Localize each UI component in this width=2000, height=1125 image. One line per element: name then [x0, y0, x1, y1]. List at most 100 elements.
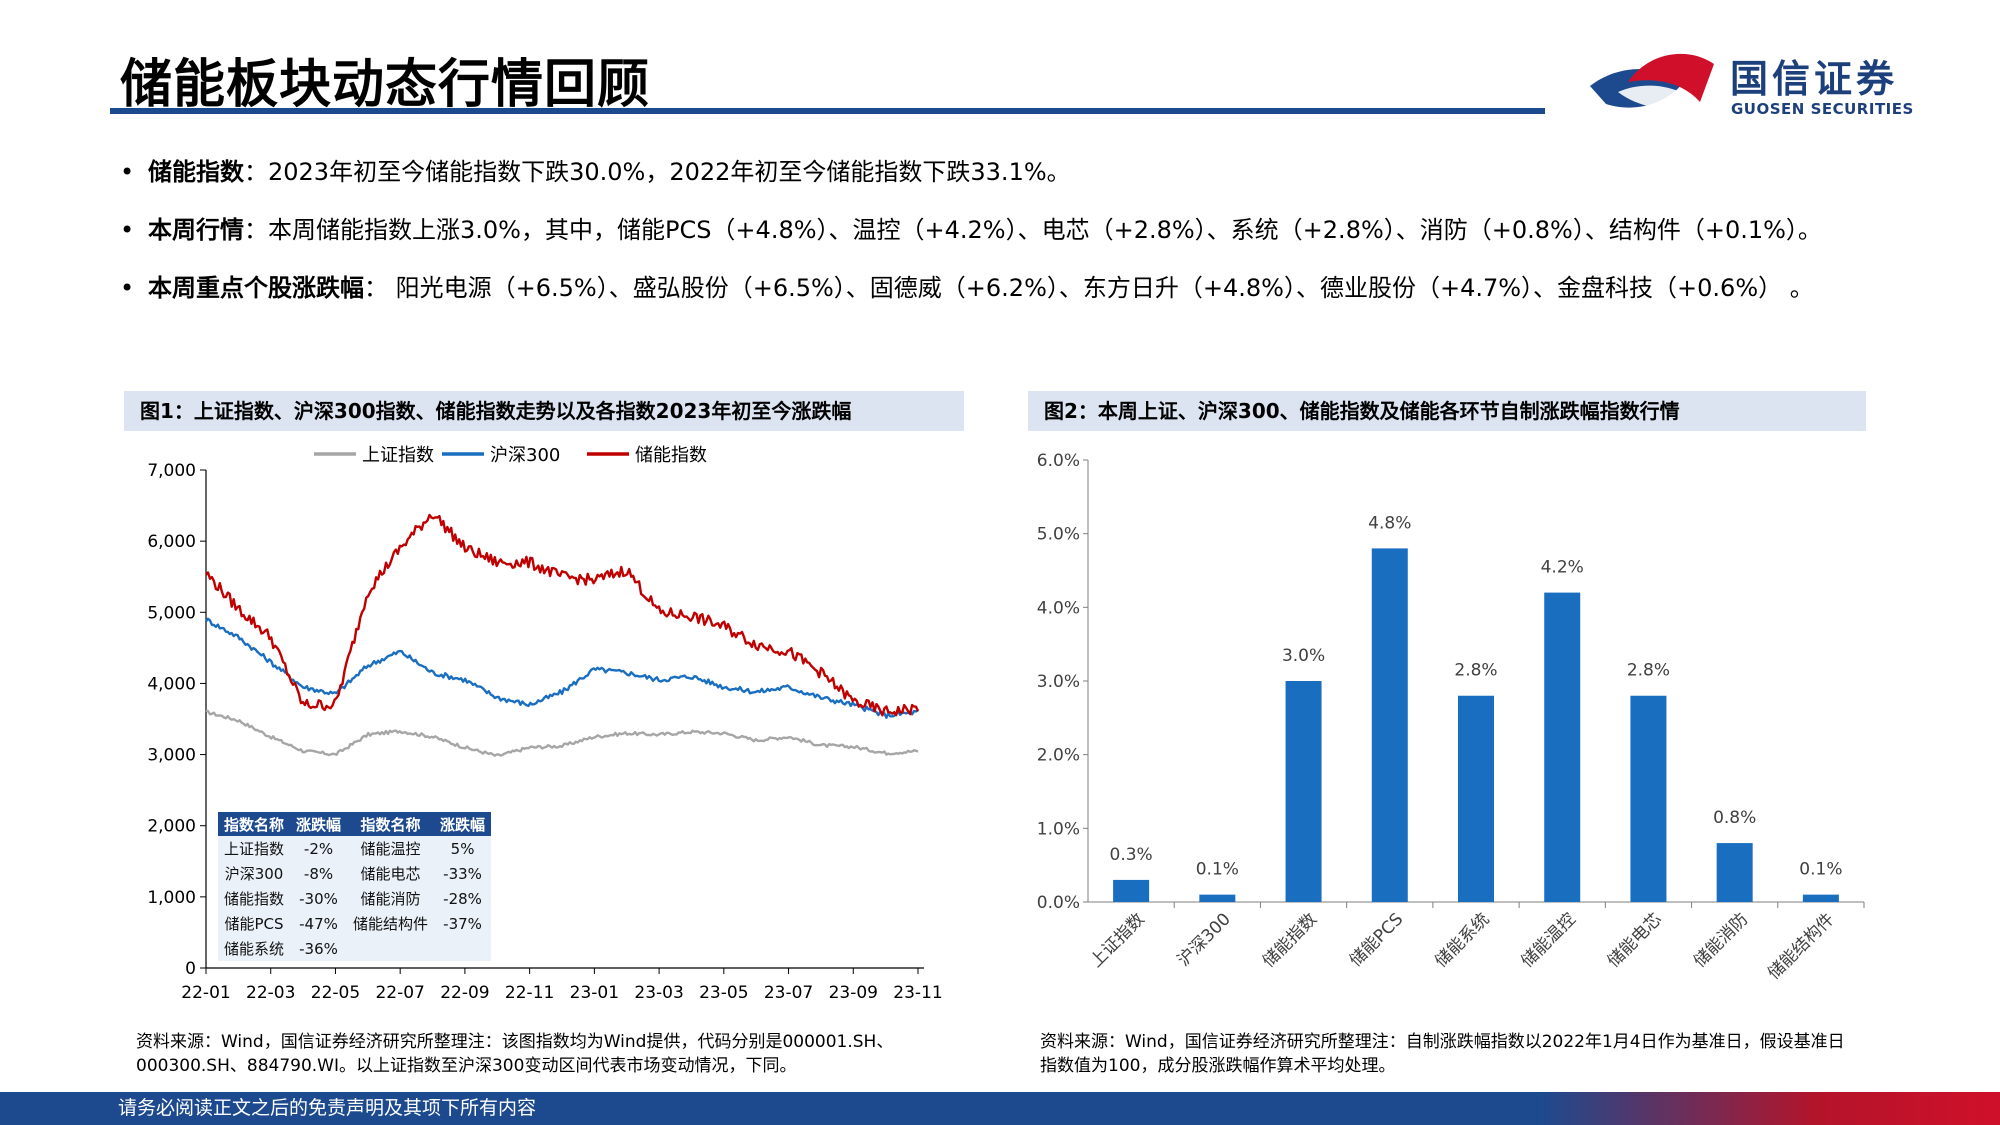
legend-label: 上证指数 [362, 445, 434, 466]
bar [1716, 843, 1753, 902]
x-tick-label: 22-09 [440, 983, 489, 1003]
bar [1199, 894, 1236, 902]
bullet-lead: 本周重点个股涨跌幅 [148, 274, 364, 302]
x-tick-label: 储能电芯 [1604, 909, 1666, 971]
bar [1544, 592, 1581, 902]
data-label: 0.1% [1196, 860, 1239, 880]
table-cell: 上证指数 [224, 840, 285, 858]
x-tick-label: 23-09 [829, 983, 878, 1003]
x-tick-label: 储能PCS [1346, 909, 1407, 970]
table-cell [347, 936, 434, 961]
data-label: 0.1% [1799, 860, 1842, 880]
y-tick-label: 0 [185, 959, 196, 979]
table-cell: -2% [303, 839, 334, 858]
x-tick-label: 储能温控 [1518, 909, 1580, 971]
bullet-lead: 储能指数 [148, 158, 244, 186]
y-tick-label: 1,000 [147, 888, 196, 908]
table-cell: 储能指数 [224, 890, 285, 908]
data-label: 2.8% [1627, 661, 1670, 681]
y-tick-label: 2.0% [1037, 746, 1080, 766]
x-tick-label: 22-01 [181, 983, 230, 1003]
bullet-text: ：2023年初至今储能指数下跌30.0%，2022年初至今储能指数下跌33.1%… [244, 158, 1071, 186]
table-cell: -30% [299, 889, 338, 908]
table-cell: 储能结构件 [353, 915, 429, 933]
bullet-weekly: • 本周行情：本周储能指数上涨3.0%，其中，储能PCS（+4.8%）、温控（+4… [120, 212, 1960, 270]
y-tick-label: 6.0% [1037, 451, 1080, 471]
table-cell: 储能系统 [224, 940, 285, 958]
data-label: 2.8% [1454, 661, 1497, 681]
bullet-dot: • [120, 274, 135, 302]
x-tick-label: 22-03 [246, 983, 295, 1003]
bar [1630, 695, 1667, 902]
title-underline [110, 108, 1545, 114]
bar [1802, 894, 1839, 902]
x-tick-label: 22-05 [311, 983, 360, 1003]
figure1-source-note: 资料来源：Wind，国信证券经济研究所整理注：该图指数均为Wind提供，代码分别… [136, 1032, 894, 1076]
footer-disclaimer: 请务必阅读正文之后的免责声明及其项下所有内容 [118, 1097, 537, 1119]
legend-label: 沪深300 [490, 445, 560, 466]
table-cell: -33% [443, 864, 482, 883]
x-tick-label: 22-07 [375, 983, 424, 1003]
table-cell: -28% [443, 889, 482, 908]
x-tick-label: 23-07 [764, 983, 813, 1003]
bullet-dot: • [120, 216, 135, 244]
guosen-logo-icon [1590, 53, 1714, 108]
x-tick-label: 22-11 [505, 983, 554, 1003]
page-title: 储能板块动态行情回顾 [120, 55, 651, 115]
x-tick-label: 23-03 [634, 983, 683, 1003]
y-tick-label: 0.0% [1037, 893, 1080, 913]
x-tick-label: 储能结构件 [1764, 909, 1838, 983]
x-tick-label: 23-05 [699, 983, 748, 1003]
y-tick-label: 5,000 [147, 603, 196, 623]
x-tick-label: 23-01 [570, 983, 619, 1003]
table-cell: 储能消防 [360, 890, 421, 908]
y-tick-label: 5.0% [1037, 525, 1080, 545]
bullet-stocks: • 本周重点个股涨跌幅： 阳光电源（+6.5%）、盛弘股份（+6.5%）、固德威（… [120, 270, 1960, 328]
table-cell [434, 936, 491, 961]
table-header: 指数名称 [218, 812, 291, 836]
table-row: 储能PCS -47% 储能结构件 -37% [218, 911, 491, 936]
line-chart: 0 1,000 2,000 3,000 4,000 5,000 6,000 7,000 22-0… [147, 445, 942, 1003]
footer-bar: 请务必阅读正文之后的免责声明及其项下所有内容 [0, 1092, 2000, 1125]
figure1-title: 图1：上证指数、沪深300指数、储能指数走势以及各指数2023年初至今涨跌幅 [124, 391, 964, 431]
table-header: 指数名称 [347, 812, 435, 836]
y-tick-label: 4,000 [147, 674, 196, 694]
change-table: 指数名称 涨跌幅 指数名称 涨跌幅 上证指数 -2% 储能温控 5% 沪深300… [218, 812, 492, 961]
table-header-row: 指数名称 涨跌幅 指数名称 涨跌幅 [218, 812, 492, 836]
bar [1458, 695, 1494, 902]
legend-label: 储能指数 [635, 445, 707, 466]
table-cell: 储能PCS [224, 915, 284, 933]
y-tick-label: 6,000 [147, 532, 196, 552]
table-row: 储能指数 -30% 储能消防 -28% [218, 886, 491, 911]
data-label: 3.0% [1282, 646, 1325, 666]
x-tick-label: 储能消防 [1690, 909, 1752, 971]
logo-english-text: GUOSEN SECURITIES [1731, 100, 1914, 118]
data-label: 0.3% [1110, 845, 1153, 865]
figure2-source-note: 资料来源：Wind，国信证券经济研究所整理注：自制涨跌幅指数以2022年1月4日… [1040, 1032, 1845, 1076]
footer-accent [1540, 1092, 2000, 1125]
x-tick-label: 沪深300 [1174, 909, 1235, 970]
table-cell: 储能电芯 [360, 865, 421, 883]
series-line [205, 709, 919, 757]
data-label: 4.8% [1368, 513, 1411, 533]
bar-chart: 0.0% 1.0% 2.0% 3.0% 4.0% 5.0% 6.0% 0.3% 上证指数 0.1%… [1037, 451, 1865, 984]
table-row: 储能系统 -36% [218, 936, 491, 961]
table-cell: -8% [303, 864, 334, 883]
table-cell: -36% [299, 939, 338, 958]
series-line [205, 513, 920, 717]
table-header: 涨跌幅 [290, 812, 348, 836]
bar [1285, 681, 1322, 902]
bullet-lead: 本周行情 [148, 216, 244, 244]
y-tick-label: 1.0% [1037, 819, 1080, 839]
bar [1371, 548, 1408, 902]
x-tick-label: 23-11 [893, 983, 942, 1003]
data-label: 0.8% [1713, 808, 1756, 828]
table-cell: -37% [443, 914, 482, 933]
y-tick-label: 7,000 [147, 461, 196, 481]
bullet-text: ： 阳光电源（+6.5%）、盛弘股份（+6.5%）、固德威（+6.2%）、东方日… [364, 274, 1814, 302]
bar [1113, 879, 1150, 902]
logo-chinese-text: 国信证券 [1730, 57, 1899, 101]
x-tick-label: 储能指数 [1259, 909, 1321, 971]
table-row: 沪深300 -8% 储能电芯 -33% [218, 861, 491, 886]
y-tick-label: 3,000 [147, 746, 196, 766]
